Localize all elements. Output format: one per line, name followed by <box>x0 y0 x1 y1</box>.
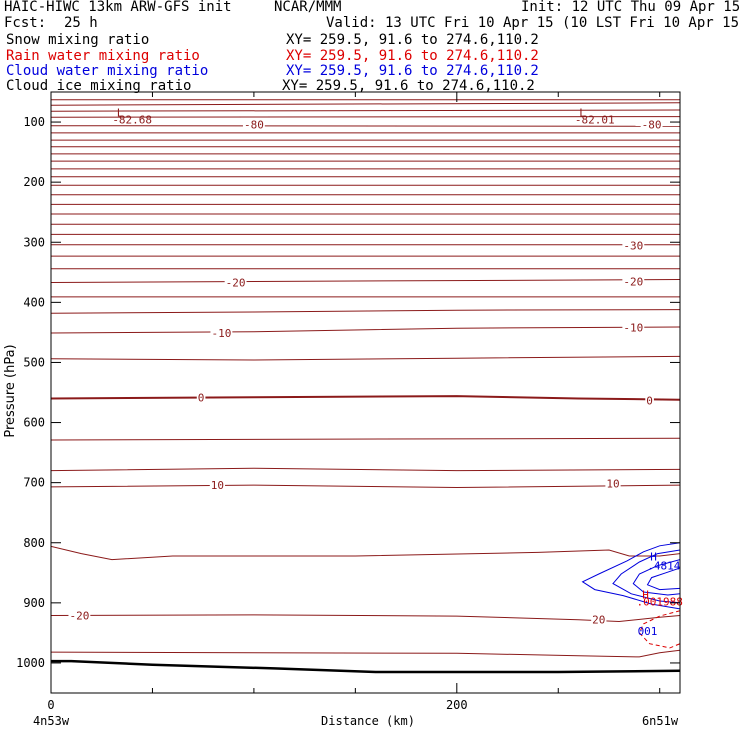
isotherm-line <box>51 279 680 283</box>
cloud-water-label: 001 <box>638 625 658 638</box>
isotherm-label: -10 <box>211 327 231 340</box>
isotherm-line <box>51 437 680 441</box>
cloud-water-contours <box>581 542 680 610</box>
cloud-water-label: H <box>650 551 657 564</box>
isotherm-label: -80 <box>642 119 662 132</box>
init-time: Init: 12 UTC Thu 09 Apr 15 <box>521 0 740 15</box>
label-background <box>605 477 621 491</box>
isotherm-line <box>51 309 680 314</box>
y-tick-label: 300 <box>23 235 45 249</box>
extremum-label: L <box>117 106 124 119</box>
ground-line <box>51 659 681 674</box>
label-background <box>224 276 247 290</box>
y-tick-label: 1000 <box>16 656 45 670</box>
label-background <box>622 275 645 289</box>
y-tick-label: 800 <box>23 536 45 550</box>
forecast-label: Fcst: <box>4 15 47 31</box>
rain-water-contours <box>638 610 680 649</box>
isotherm-line <box>51 545 680 561</box>
x-axis-title: Distance (km) <box>321 714 415 728</box>
cloud-water-contour <box>581 542 680 610</box>
legend-rain-name: Rain water mixing ratio <box>6 48 200 64</box>
label-background <box>622 321 645 335</box>
x-tick-label: 0 <box>47 698 54 712</box>
isotherm-line <box>51 355 680 361</box>
isotherm-label: -20 <box>69 610 89 623</box>
extremum-label: -82.01 <box>575 114 615 127</box>
terrain-surface <box>51 659 681 674</box>
y-tick-label: 500 <box>23 355 45 369</box>
isotherm-label: 10 <box>211 479 224 492</box>
rain-water-label: .001988 <box>637 596 683 609</box>
isotherm-line <box>51 395 680 401</box>
x-tick-label: 200 <box>446 698 468 712</box>
isotherm-line <box>51 614 680 623</box>
cloud-water-contour <box>612 549 680 604</box>
label-background <box>68 609 91 623</box>
isotherm-label: -20 <box>623 275 643 288</box>
isotherm-label: 0 <box>646 394 653 407</box>
legend-snow-name: Snow mixing ratio <box>6 32 150 48</box>
label-background <box>640 118 663 132</box>
cloud-water-label: .4814 <box>647 560 680 573</box>
y-tick-label: 900 <box>23 596 45 610</box>
cloud-water-contour <box>632 559 680 596</box>
y-tick-label: 100 <box>23 115 45 129</box>
legend-snow-xy: XY= 259.5, 91.6 to 274.6,110.2 <box>286 32 539 48</box>
isotherm-contours <box>51 99 680 658</box>
isotherm-label: 0 <box>198 391 205 404</box>
isotherm-line <box>51 484 680 489</box>
legend-cloud-water-xy: XY= 259.5, 91.6 to 274.6,110.2 <box>286 63 539 79</box>
isotherm-label: 10 <box>606 477 619 490</box>
isotherm-label: -10 <box>623 322 643 335</box>
extremum-label: -82.68 <box>112 114 152 127</box>
label-background <box>591 613 607 627</box>
rain-water-label: H <box>642 588 649 601</box>
forecast-hours: 25 h <box>64 15 98 31</box>
y-axis-title: Pressure (hPa) <box>3 344 18 437</box>
isotherm-line <box>51 467 680 472</box>
isotherm-label: 20 <box>592 614 605 627</box>
label-background <box>196 391 206 405</box>
contour-labels: -80 -80-30-20 -20-10 -100 010 10-20 20L-82.68L… <box>68 106 683 638</box>
valid-time: Valid: 13 UTC Fri 10 Apr 15 (10 LST Fri … <box>326 15 740 31</box>
isotherm-line <box>51 102 680 106</box>
legend-cloud-ice-name: Cloud ice mixing ratio <box>6 78 192 94</box>
x-endpoint-left: 4n53w <box>33 714 70 728</box>
isotherm-line <box>51 649 680 658</box>
extremum-label: L <box>579 106 586 119</box>
label-background <box>242 118 265 132</box>
legend-cloud-ice-xy: XY= 259.5, 91.6 to 274.6,110.2 <box>282 78 535 94</box>
label-background <box>210 327 233 340</box>
isotherm-label: -30 <box>623 239 643 252</box>
y-tick-label: 600 <box>23 416 45 430</box>
y-tick-label: 200 <box>23 175 45 189</box>
isotherm-label: -20 <box>226 277 246 290</box>
model-title: HAIC-HIWC 13km ARW-GFS init <box>4 0 232 15</box>
x-endpoint-right: 6n51w <box>642 714 679 728</box>
label-background <box>622 239 645 253</box>
plot-frame <box>50 91 681 694</box>
y-tick-label: 400 <box>23 295 45 309</box>
label-background <box>209 479 226 493</box>
cloud-water-contour <box>646 567 680 591</box>
isotherm-line <box>51 116 680 118</box>
rain-water-contour <box>638 610 680 649</box>
legend-rain-xy: XY= 259.5, 91.6 to 274.6,110.2 <box>286 48 539 64</box>
y-tick-label: 700 <box>23 476 45 490</box>
isotherm-label: -80 <box>244 119 264 132</box>
org-label: NCAR/MMM <box>274 0 342 15</box>
isotherm-line <box>51 109 680 112</box>
isotherm-line <box>51 125 680 127</box>
legend-cloud-water-name: Cloud water mixing ratio <box>6 63 209 79</box>
isotherm-line <box>51 326 680 334</box>
label-background <box>645 394 654 408</box>
